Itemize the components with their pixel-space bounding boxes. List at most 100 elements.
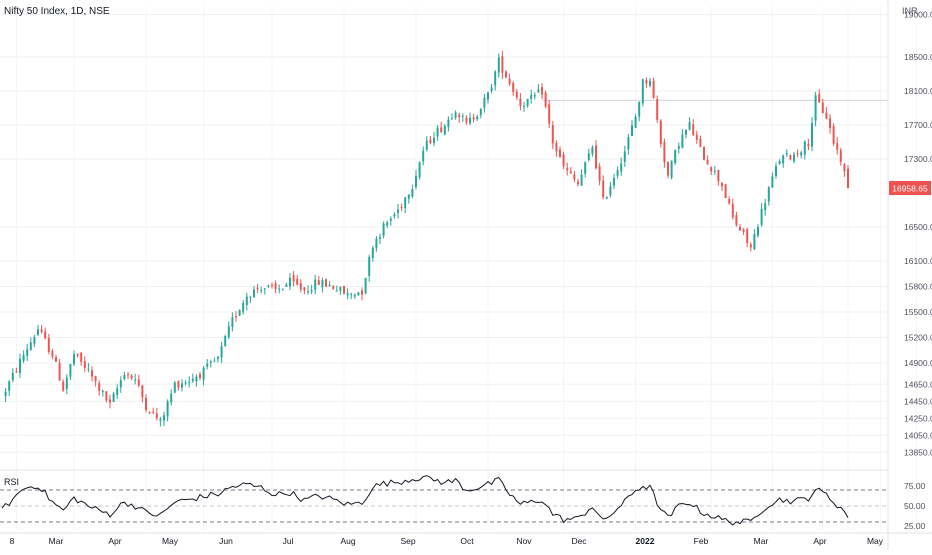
time-tick-label: 8 bbox=[10, 536, 15, 546]
candle-body bbox=[771, 176, 774, 188]
candle-body bbox=[191, 378, 194, 382]
candle-body bbox=[807, 144, 810, 147]
candle-body bbox=[447, 119, 450, 127]
candle-body bbox=[285, 284, 288, 287]
candle-body bbox=[231, 317, 234, 328]
candle-body bbox=[134, 379, 137, 381]
candle-body bbox=[800, 152, 803, 156]
time-tick-label: Apr bbox=[813, 536, 826, 546]
candle-body bbox=[735, 214, 738, 226]
candle-body bbox=[742, 229, 745, 232]
candle-body bbox=[235, 316, 237, 318]
candle-body bbox=[584, 162, 587, 174]
candle-body bbox=[418, 162, 421, 178]
candle-body bbox=[245, 296, 248, 306]
rsi-pane bbox=[0, 475, 888, 526]
candle-body bbox=[314, 279, 317, 290]
price-tick-label: 14900.00 bbox=[904, 358, 932, 368]
price-tick-label: 15200.00 bbox=[904, 333, 932, 343]
price-axis[interactable]: 13850.00 14050.00 14250.00 14450.00 14650.00… bbox=[889, 10, 932, 532]
time-axis[interactable]: 8 Mar Apr May Jun Jul Aug Sep Oct Nov Dec 2022 Feb Ma… bbox=[10, 536, 884, 546]
candle-body bbox=[213, 360, 216, 362]
price-tick-label: 19000.00 bbox=[904, 10, 932, 20]
candle-body bbox=[91, 370, 93, 377]
candle-body bbox=[559, 149, 561, 157]
candle-body bbox=[62, 381, 65, 391]
candle-body bbox=[256, 287, 259, 290]
candle-body bbox=[757, 227, 759, 236]
candle-body bbox=[321, 280, 324, 288]
candle-body bbox=[821, 102, 824, 113]
candle-body bbox=[541, 87, 543, 95]
candle-body bbox=[375, 238, 378, 248]
time-tick-label: Jun bbox=[219, 536, 233, 546]
currency-label[interactable]: INR bbox=[902, 6, 918, 16]
candle-body bbox=[512, 82, 515, 93]
candle-body bbox=[83, 361, 86, 369]
candle-body bbox=[209, 361, 212, 363]
candle-body bbox=[829, 118, 831, 129]
candle-body bbox=[656, 99, 659, 120]
candle-body bbox=[436, 127, 439, 137]
candle-body bbox=[101, 390, 104, 392]
candle-body bbox=[731, 203, 734, 218]
rsi-tick-label: 25.00 bbox=[904, 521, 926, 531]
candle-body bbox=[325, 279, 327, 287]
candle-body bbox=[332, 285, 335, 289]
candle-body bbox=[548, 104, 551, 124]
candle-body bbox=[407, 194, 410, 199]
candle-body bbox=[141, 385, 144, 398]
candle-body bbox=[123, 374, 126, 380]
candle-body bbox=[127, 374, 129, 376]
candle-body bbox=[350, 294, 353, 296]
candle-body bbox=[616, 170, 619, 176]
candle-body bbox=[843, 164, 846, 172]
candle-body bbox=[281, 288, 284, 290]
candle-body bbox=[605, 196, 608, 199]
candle-body bbox=[65, 377, 68, 390]
candle-body bbox=[335, 290, 338, 292]
candle-body bbox=[494, 71, 497, 86]
price-tick-label: 18100.00 bbox=[904, 86, 932, 96]
candle-body bbox=[476, 116, 479, 120]
candle-body bbox=[177, 381, 180, 388]
candle-body bbox=[15, 371, 18, 373]
candle-body bbox=[368, 256, 371, 276]
candle-body bbox=[623, 151, 626, 162]
candle-body bbox=[609, 186, 612, 196]
time-tick-label: 2022 bbox=[636, 536, 655, 546]
candle-body bbox=[166, 401, 169, 417]
candle-body bbox=[613, 178, 615, 186]
candle-body bbox=[469, 118, 471, 124]
candle-body bbox=[217, 356, 219, 359]
price-tick-label: 16500.00 bbox=[904, 222, 932, 232]
candle-body bbox=[343, 285, 345, 294]
candle-body bbox=[181, 383, 183, 388]
candle-body bbox=[58, 362, 61, 381]
candle-body bbox=[796, 153, 799, 155]
candle-body bbox=[105, 391, 108, 401]
candle-body bbox=[530, 94, 533, 99]
candle-body bbox=[411, 189, 414, 197]
candle-body bbox=[685, 129, 687, 135]
candle-body bbox=[80, 352, 83, 362]
candle-body bbox=[87, 368, 90, 370]
candle-body bbox=[688, 121, 691, 130]
candle-body bbox=[814, 95, 817, 121]
candle-body bbox=[753, 233, 756, 249]
candle-body bbox=[44, 331, 47, 339]
candle-body bbox=[728, 198, 731, 204]
candle-body bbox=[566, 168, 569, 171]
candle-body bbox=[379, 237, 381, 239]
candle-body bbox=[749, 244, 752, 248]
time-tick-label: Dec bbox=[571, 536, 587, 546]
candle-body bbox=[443, 126, 446, 135]
candle-body bbox=[573, 174, 576, 180]
candle-body bbox=[40, 329, 43, 332]
candle-body bbox=[591, 147, 594, 155]
candle-body bbox=[598, 166, 601, 181]
candle-body bbox=[533, 95, 536, 97]
